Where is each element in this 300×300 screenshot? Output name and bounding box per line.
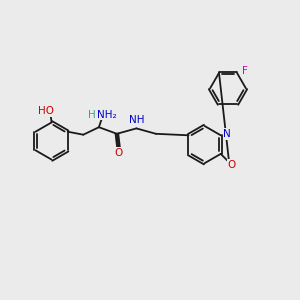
Text: O: O bbox=[114, 148, 122, 158]
Text: O: O bbox=[227, 160, 236, 170]
Text: NH₂: NH₂ bbox=[97, 110, 116, 120]
Text: HO: HO bbox=[38, 106, 54, 116]
Text: NH: NH bbox=[129, 115, 145, 125]
Text: F: F bbox=[242, 65, 248, 76]
Text: H: H bbox=[88, 110, 96, 120]
Text: N: N bbox=[224, 129, 231, 139]
